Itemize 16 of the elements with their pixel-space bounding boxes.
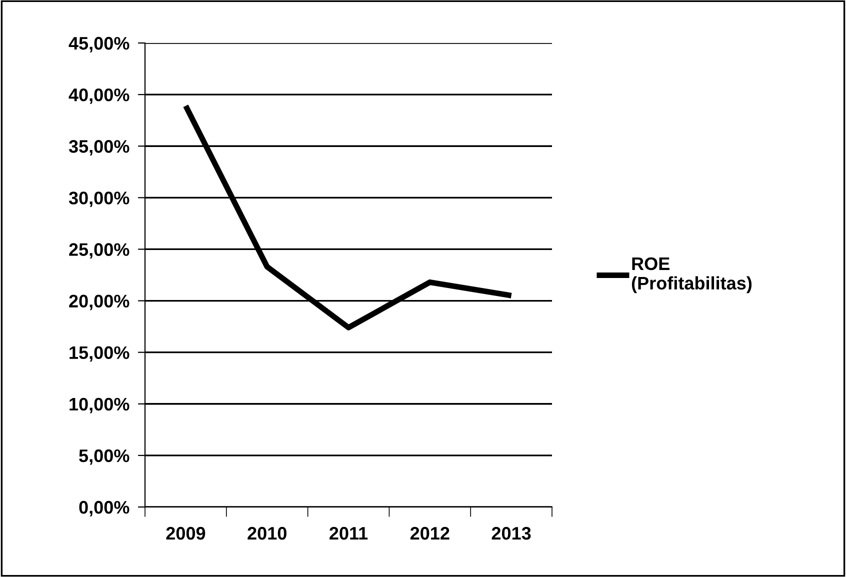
y-tick-label: 20,00% bbox=[69, 294, 130, 310]
x-tick-label: 2012 bbox=[410, 526, 450, 540]
legend-label: ROE (Profitabilitas) bbox=[632, 257, 752, 294]
y-tick-label: 35,00% bbox=[68, 140, 130, 156]
y-tick-label: 5,00% bbox=[79, 449, 130, 465]
x-tick-label: 2009 bbox=[166, 526, 206, 540]
y-tick-label: 25,00% bbox=[69, 243, 130, 259]
y-tick-label: 40,00% bbox=[68, 88, 130, 104]
y-tick-label: 10,00% bbox=[70, 398, 130, 414]
y-tick-label: 15,00% bbox=[70, 346, 130, 362]
y-tick-label: 30,00% bbox=[68, 192, 130, 208]
y-tick-label: 45,00% bbox=[68, 36, 130, 52]
x-tick-label: 2011 bbox=[330, 526, 368, 540]
y-tick-label: 0,00% bbox=[79, 500, 130, 516]
x-tick-label: 2010 bbox=[248, 526, 286, 540]
x-tick-label: 2013 bbox=[492, 526, 531, 540]
